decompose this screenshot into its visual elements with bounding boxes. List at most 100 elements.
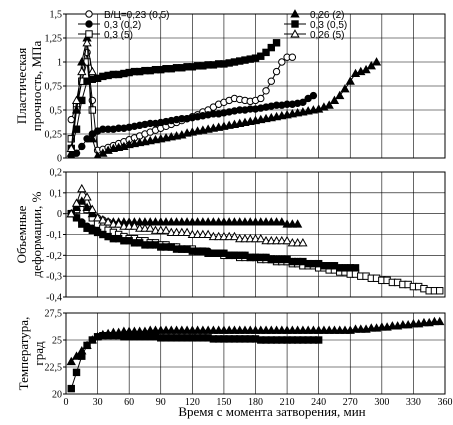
x-axis-label: Время с момента затворения, мин: [178, 404, 365, 419]
data-point: [66, 143, 76, 152]
data-point: [371, 57, 382, 66]
y-axis-label-line: Температура,: [16, 317, 31, 391]
data-point: [72, 368, 81, 377]
data-point: [299, 98, 307, 107]
y-axis-label-line: Пластическая: [14, 48, 29, 124]
data-point: [83, 341, 91, 350]
data-point: [66, 356, 76, 366]
data-point: [113, 219, 124, 228]
y-tick-label: 0,1: [50, 188, 63, 199]
y-tick-label: 0,75: [45, 82, 63, 93]
y-tick-label: 20: [52, 390, 62, 401]
data-point: [257, 52, 265, 60]
data-point: [71, 105, 82, 114]
x-tick-label: 30: [93, 397, 103, 408]
x-tick-label: 270: [343, 397, 358, 408]
legend: В/Ц=0,23 (0,5) 0,26 (2) 0,3 (0,2) 0,3 (0,5)…: [78, 9, 347, 41]
data-point: [78, 352, 86, 360]
legend-label: 0,3 (0,2): [104, 20, 141, 31]
data-point: [272, 67, 281, 76]
y-tick-label: 0: [57, 209, 62, 220]
x-tick-label: 210: [280, 397, 295, 408]
data-point: [288, 53, 297, 61]
data-point: [77, 66, 87, 76]
data-point: [98, 215, 108, 224]
x-tick-label: 0: [64, 397, 69, 408]
data-point: [71, 95, 82, 104]
y-tick-label: -0,4: [46, 293, 62, 304]
data-point: [87, 133, 97, 143]
x-tick-label: 60: [124, 397, 134, 408]
series-0-3-0-5-: [67, 331, 323, 393]
data-point: [78, 220, 86, 228]
y-axis-label-line: деформации, %: [29, 191, 44, 277]
data-point: [182, 227, 192, 236]
data-point: [436, 287, 444, 295]
data-point: [72, 125, 81, 133]
chart-panels: 0 0,25 0,5 0,75 1 1,25 1,5 Пластическаяпрочност…: [14, 9, 453, 408]
data-point: [161, 225, 171, 234]
data-point: [67, 115, 75, 124]
x-tick-label: 90: [156, 397, 166, 408]
legend-marker: [85, 20, 93, 28]
data-point: [72, 214, 81, 222]
data-point: [277, 217, 287, 226]
data-point: [435, 316, 445, 326]
data-point: [256, 233, 266, 243]
data-point: [324, 100, 334, 109]
y-axis-label: Пластическаяпрочность, МПа: [14, 41, 44, 132]
data-point: [267, 43, 275, 52]
data-point: [129, 221, 140, 230]
data-point: [329, 95, 340, 104]
legend-label: 0,3 (5): [104, 30, 133, 41]
data-point: [77, 196, 87, 205]
data-point: [262, 87, 270, 95]
y-tick-label: 1: [57, 58, 62, 69]
data-point: [314, 336, 323, 344]
data-point: [340, 84, 350, 93]
legend-label: 0,26 (2): [310, 10, 344, 21]
y-tick-label: -0,3: [46, 272, 62, 283]
data-point: [67, 384, 75, 393]
y-tick-label: 1,5: [50, 10, 63, 21]
data-point: [71, 198, 82, 207]
y-tick-label: 0,25: [45, 130, 63, 141]
y-tick-label: 0: [57, 154, 62, 165]
y-axis-label-line: град: [31, 341, 46, 366]
data-point: [87, 66, 97, 76]
data-point: [82, 192, 92, 201]
data-point: [309, 91, 318, 100]
data-point: [278, 58, 286, 66]
legend-marker: [85, 10, 93, 18]
legend-marker: [85, 30, 93, 38]
legend-marker: [290, 9, 300, 18]
panel-strength: 0 0,25 0,5 0,75 1 1,25 1,5 Пластическаяпрочност…: [14, 9, 446, 165]
y-axis-label-line: прочность, МПа: [29, 41, 44, 132]
series-0-26-5-: [66, 37, 97, 152]
data-point: [282, 235, 292, 245]
data-point: [67, 135, 75, 143]
panel-deformation: -0,4 -0,3 -0,2 -0,1 0 0,1 0,2 Объемныедеформаци…: [14, 168, 446, 304]
data-point: [257, 94, 265, 103]
data-point: [345, 76, 355, 85]
y-tick-label: 22,5: [45, 363, 63, 374]
data-point: [66, 208, 76, 218]
series-0-3-0-5-: [67, 39, 281, 153]
data-point: [82, 37, 92, 47]
legend-marker: [291, 20, 299, 28]
x-tick-label: 330: [406, 397, 421, 408]
data-point: [335, 90, 345, 100]
x-tick-label: 300: [374, 397, 389, 408]
data-point: [272, 39, 281, 47]
data-point: [78, 142, 86, 151]
series-0-3-0-5-: [67, 209, 360, 272]
y-axis-label-line: Объемные: [14, 205, 29, 263]
data-point: [203, 229, 213, 239]
legend-marker: [290, 29, 300, 38]
legend-label: В/Ц=0,23 (0,5): [104, 10, 170, 21]
y-tick-label: -0,2: [46, 251, 62, 262]
x-tick-label: 150: [216, 397, 231, 408]
series-0-3-0-2-: [67, 91, 318, 158]
data-point: [267, 77, 275, 85]
